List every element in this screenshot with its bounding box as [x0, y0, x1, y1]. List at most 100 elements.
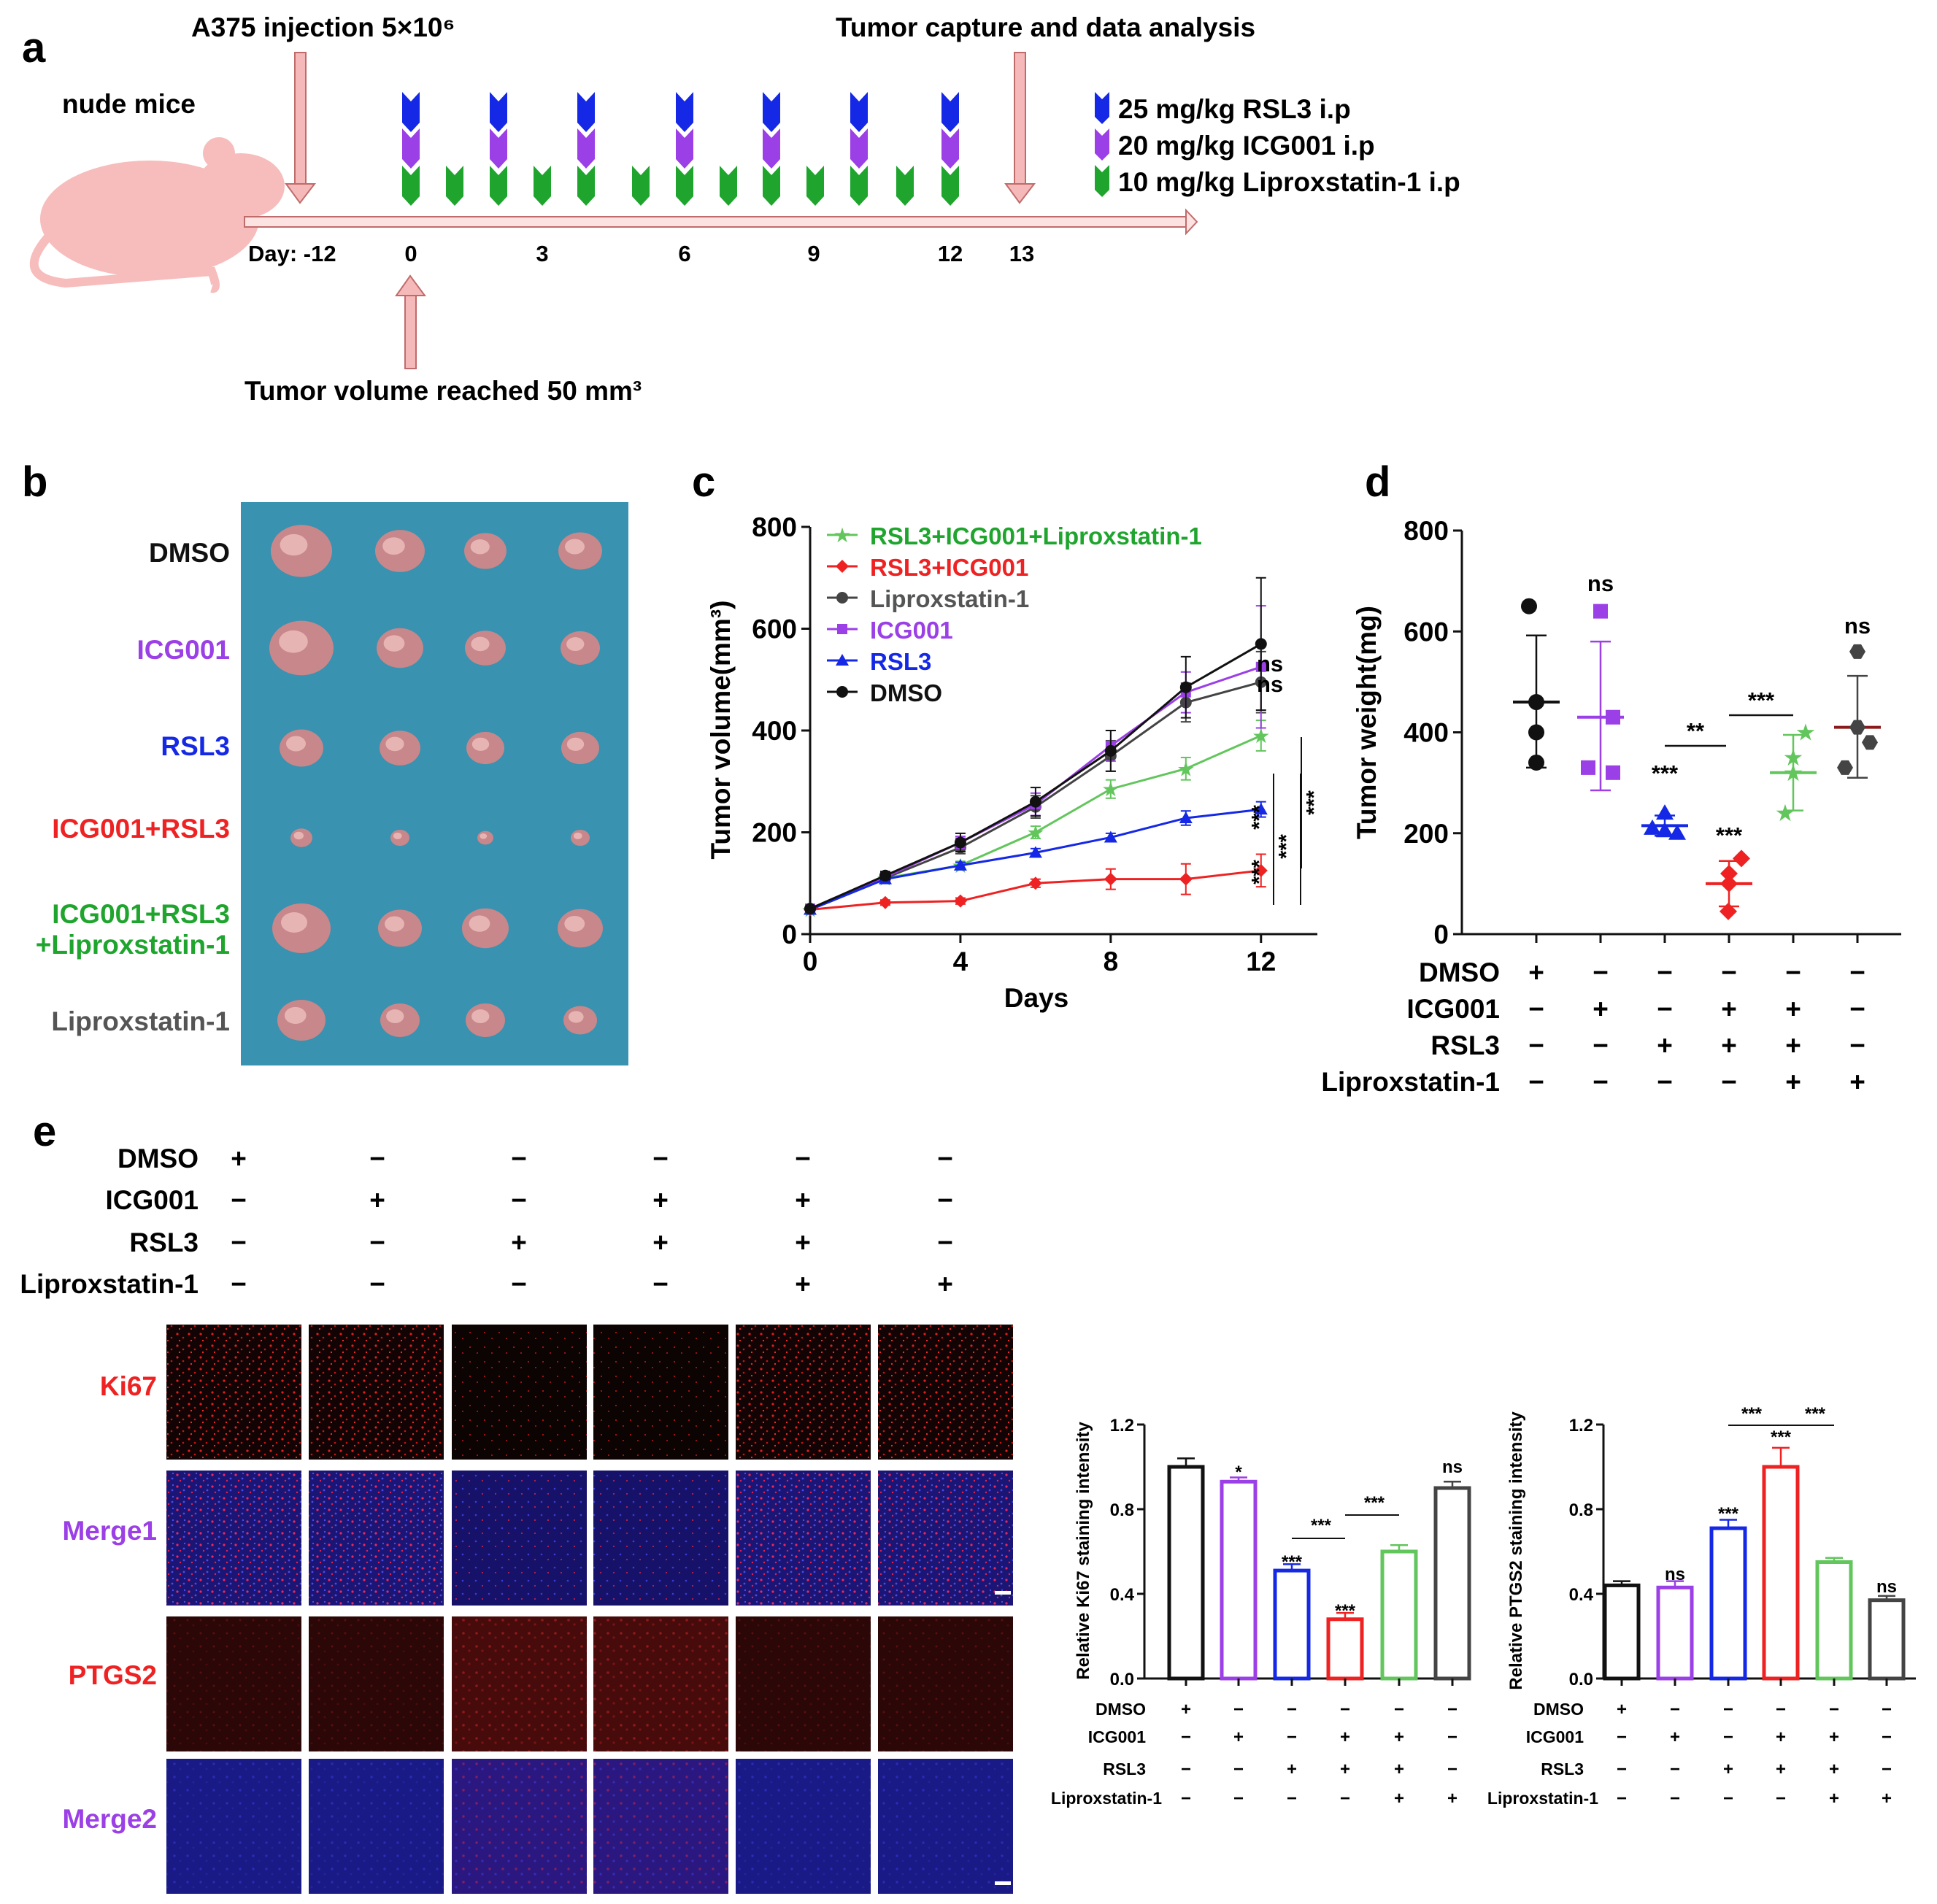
data-point: ★	[1783, 760, 1804, 786]
panel-label-c: c	[692, 458, 715, 506]
condition-label: ICG001	[105, 1185, 199, 1215]
condition-label: Liproxstatin-1	[1051, 1789, 1162, 1808]
y-axis-label: Relative PTGS2 staining intensity	[1506, 1411, 1526, 1690]
dose-chevron	[577, 166, 595, 206]
condition-sign: −	[1287, 1727, 1297, 1747]
data-point	[1104, 872, 1117, 886]
scale-bar	[995, 1881, 1011, 1885]
dose-chevron	[402, 128, 420, 169]
data-point	[1720, 874, 1738, 893]
dose-chevron	[941, 166, 959, 206]
condition-sign: +	[1785, 1030, 1801, 1060]
dose-chevron	[763, 92, 780, 132]
condition-sign: −	[1829, 1700, 1839, 1719]
dose-chevron	[490, 92, 507, 132]
photo-shade	[241, 502, 628, 1065]
condition-sign: +	[795, 1269, 811, 1299]
stain-label: PTGS2	[69, 1660, 157, 1690]
x-tick-label: 12	[1246, 947, 1276, 976]
x-tick-label: 0	[803, 947, 818, 976]
y-tick-label: 0.0	[1110, 1670, 1134, 1689]
condition-sign: −	[1882, 1700, 1892, 1719]
y-tick-label: 0	[1433, 920, 1449, 949]
dose-chevron	[534, 166, 551, 206]
bar	[1603, 1583, 1641, 1681]
tumor-highlight	[385, 736, 404, 752]
legend-label: DMSO	[870, 679, 942, 706]
annotation: ns	[1876, 1577, 1897, 1597]
condition-sign: +	[1593, 994, 1609, 1024]
data-point	[1104, 830, 1117, 843]
dose-chevron	[402, 92, 420, 132]
panel-label-d: d	[1365, 458, 1390, 506]
micrograph	[452, 1325, 587, 1460]
condition-sign: −	[1528, 1067, 1544, 1097]
dose-chevron	[490, 128, 507, 169]
condition-sign: −	[1723, 1727, 1733, 1747]
condition-sign: +	[795, 1185, 811, 1215]
condition-sign: −	[1181, 1760, 1191, 1779]
annotation: ns	[1257, 651, 1283, 677]
micrograph	[878, 1471, 1013, 1606]
y-tick-label: 600	[1403, 617, 1449, 647]
condition-sign: −	[1657, 957, 1673, 987]
tumor-highlight	[480, 833, 488, 839]
bar	[1762, 1465, 1800, 1681]
y-axis-label: Tumor weight(mg)	[1352, 606, 1382, 839]
legend-chevron	[1095, 165, 1109, 197]
tumor-highlight	[286, 736, 306, 752]
annotation: ns	[1257, 671, 1283, 697]
condition-sign: −	[937, 1144, 953, 1173]
panel-e: e DMSO + − − − − −ICG001− + − + + −RSL3− − + + + −Liprox…	[20, 1108, 1916, 1894]
data-point	[836, 592, 848, 604]
panel-label-a: a	[22, 24, 46, 72]
reached-label: Tumor volume reached 50 mm³	[244, 376, 642, 406]
condition-sign: −	[1617, 1727, 1627, 1747]
dosing-legend: 25 mg/kg RSL3 i.p 20 mg/kg ICG001 i.p 10 m…	[1095, 92, 1460, 197]
micrograph	[166, 1471, 301, 1606]
significance: ***	[1275, 833, 1298, 859]
condition-sign: −	[1776, 1700, 1786, 1719]
condition-sign: +	[1829, 1789, 1839, 1808]
data-point	[1837, 760, 1853, 775]
data-point	[1668, 824, 1686, 840]
dose-chevron	[850, 128, 868, 169]
tumor-highlight	[573, 832, 582, 839]
condition-sign: −	[1721, 957, 1737, 987]
bar	[1815, 1560, 1853, 1681]
micrograph	[593, 1616, 728, 1751]
row-label-combo-2: +Liproxstatin-1	[36, 930, 230, 960]
tumor-highlight	[564, 915, 585, 932]
tumor-highlight	[284, 1006, 307, 1024]
condition-sign: +	[1340, 1727, 1350, 1747]
tumor-highlight	[568, 1011, 584, 1023]
micrograph	[878, 1759, 1013, 1894]
tumor-highlight	[566, 637, 585, 652]
condition-sign: +	[1785, 994, 1801, 1024]
condition-label: DMSO	[1419, 957, 1500, 987]
day-label: Day: -12	[248, 241, 336, 266]
day-tick: 9	[807, 241, 820, 266]
dose-chevron	[577, 92, 595, 132]
condition-sign: −	[1617, 1760, 1627, 1779]
data-point	[953, 858, 967, 871]
condition-label: DMSO	[118, 1144, 199, 1173]
micrograph	[878, 1616, 1013, 1751]
stain-label: Ki67	[100, 1371, 157, 1401]
condition-sign: −	[1447, 1700, 1457, 1719]
condition-sign: −	[1617, 1789, 1627, 1808]
condition-sign: −	[1287, 1700, 1297, 1719]
data-point	[1656, 804, 1674, 820]
dose-chevron	[850, 92, 868, 132]
annotation: ns	[1442, 1457, 1463, 1477]
legend-text: 25 mg/kg RSL3 i.p	[1118, 94, 1351, 124]
y-axis-label: Relative Ki67 staining intensity	[1074, 1422, 1093, 1680]
dose-chevron	[402, 166, 420, 206]
data-point	[1179, 681, 1192, 693]
tumor-highlight	[385, 916, 404, 932]
condition-sign: +	[1181, 1700, 1191, 1719]
condition-sign: +	[1849, 1067, 1865, 1097]
tumor-highlight	[293, 831, 304, 840]
y-tick-label: 0.4	[1569, 1585, 1594, 1605]
